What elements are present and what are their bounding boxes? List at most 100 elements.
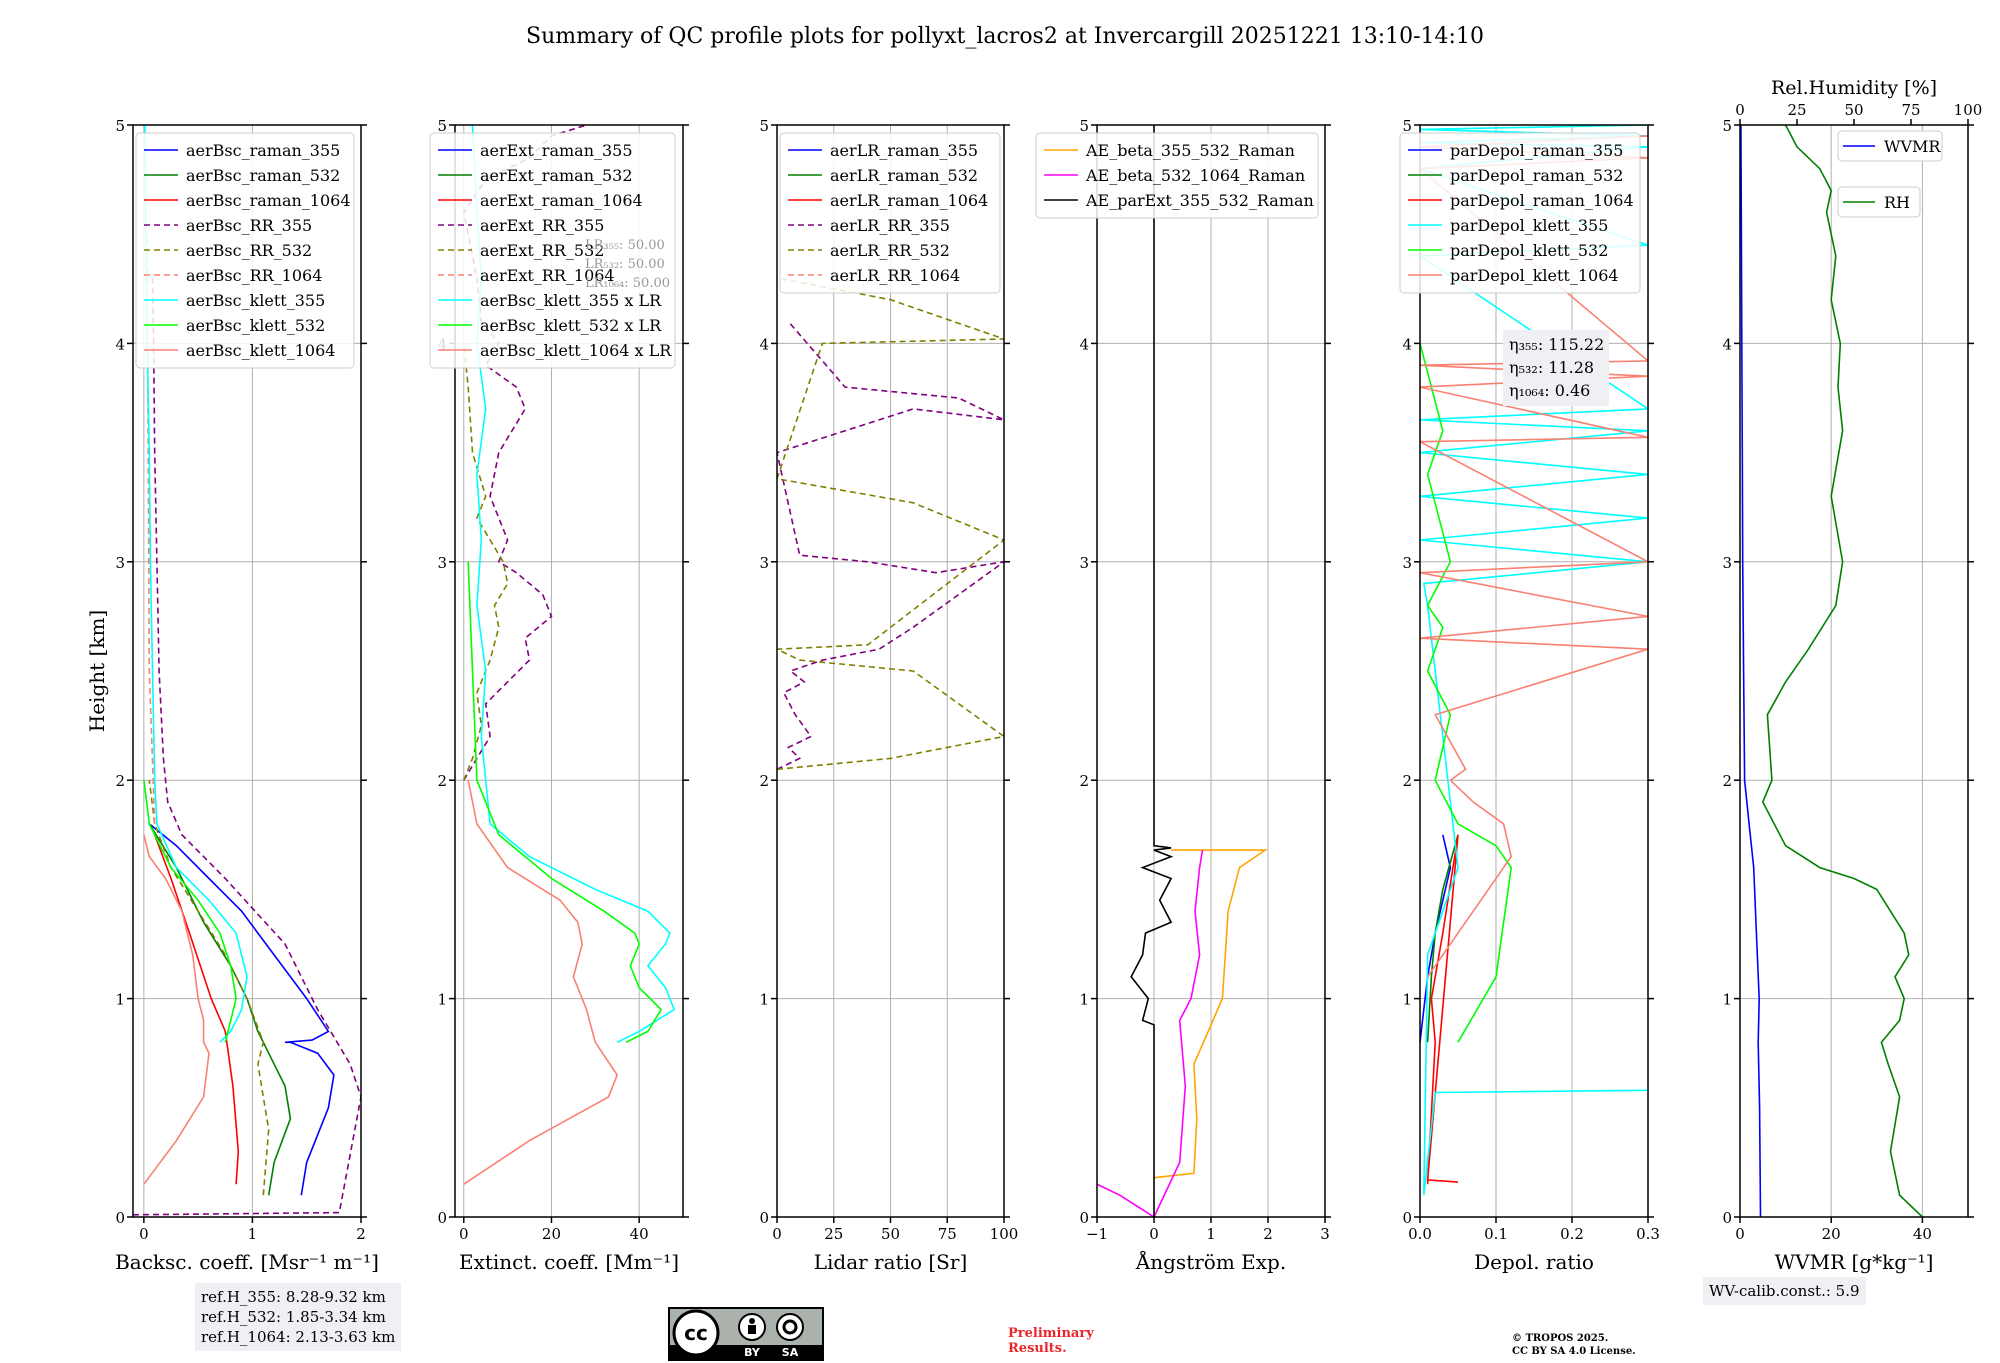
x-tick-label: 0 [459,1225,469,1243]
copyright-note: © TROPOS 2025. CC BY SA 4.0 License. [1512,1332,1636,1358]
legend-label: parDepol_klett_1064 [1450,266,1619,285]
legend-label: parDepol_raman_532 [1450,166,1623,185]
wv-calib-text: WV-calib.const.: 5.9 [1709,1282,1860,1300]
series-aerBsc_klett_532 [143,780,237,1043]
x-tick-label: 20 [1822,1225,1841,1243]
series-aerBsc_raman_355 [148,823,335,1196]
series-aerExt_RR_532 [463,343,509,781]
y-tick-label: 2 [759,772,769,790]
x-tick-label: 1 [1206,1225,1216,1243]
y-tick-label: 5 [437,117,447,135]
legend-label: AE_parExt_355_532_Raman [1085,191,1314,210]
plot-frame [776,124,1005,1218]
y-tick-label: 4 [759,335,769,353]
x-tick-label: 2 [356,1225,366,1243]
legend-ae: AE_beta_355_532_Raman AE_beta_532_1064_Ra… [1035,132,1319,219]
y-tick-label: 2 [1079,772,1089,790]
legend-label: aerBsc_raman_355 [186,141,340,160]
legend-label: aerExt_raman_1064 [480,191,643,210]
eta-box: η₃₅₅: 115.22 η₅₃₂: 11.28 η₁₀₆₄: 0.46 [1503,330,1609,406]
legend-label: aerBsc_raman_1064 [186,191,351,210]
y-tick-label: 1 [1402,991,1412,1009]
y-tick-label: 0 [115,1209,125,1227]
y-tick-label: 2 [1722,772,1732,790]
x2-tick-label: 0 [1735,101,1745,119]
series-aerBsc_raman_1064 [153,834,240,1185]
legend-label: aerExt_raman_355 [480,141,633,160]
x-tick-label: 0 [1149,1225,1159,1243]
legend-box [1837,186,1921,218]
legend-label: AE_beta_532_1064_Raman [1085,166,1305,185]
x-tick-label: 0 [139,1225,149,1243]
figure-canvas: Summary of QC profile plots for pollyxt_… [85,24,1982,1274]
cc-license-badge: cc BY SA [668,1307,824,1361]
x-axis-label: Depol. ratio [1474,1250,1594,1274]
x2-axis-label: Rel.Humidity [%] [1771,77,1937,99]
y-tick-label: 2 [437,772,447,790]
y-tick-label: 0 [437,1209,447,1227]
series-aerLR_RR_355 [777,321,1004,771]
preliminary-line-2: Results. [1008,1341,1067,1356]
legend-label: aerLR_RR_355 [830,216,950,235]
legend-label: aerBsc_RR_355 [186,216,312,235]
series-aerBsc_klett_1064 x LR [463,780,619,1185]
legend-label: aerExt_RR_532 [480,241,604,260]
legend-box [1399,132,1641,294]
y-tick-label: 5 [1079,117,1089,135]
lr-annotation: LR₁₀₆₄: 50.00 [585,276,670,291]
series-aerBsc_klett_1064 [143,834,210,1185]
x-axis-label: Backsc. coeff. [Msr⁻¹ m⁻¹] [115,1250,379,1274]
legend-label: parDepol_klett_355 [1450,216,1608,235]
lr-annotation: LR₃₅₅: 50.00 [585,238,665,253]
y-tick-label: 1 [1079,991,1089,1009]
copyright-line-1: © TROPOS 2025. [1512,1333,1609,1344]
legend-label: aerBsc_klett_355 x LR [480,291,662,310]
series-parDepol_klett_1064 [1420,135,1648,978]
sa-icon [776,1313,804,1341]
legend-label: aerBsc_klett_1064 [186,341,335,360]
y-tick-label: 3 [1402,554,1412,572]
y-tick-label: 5 [1722,117,1732,135]
legend-rh: RH [1837,186,1921,218]
eta-label: η₃₅₅: 115.22 [1509,335,1604,354]
y-tick-label: 3 [437,554,447,572]
series-aerBsc_klett_532 x LR [467,561,663,1044]
panel-dep: 0 1 2 3 4 5 0.0 0.1 0.2 0.3 Depol. ratio parDepol_r… [1399,117,1660,1274]
x-tick-label: 0.3 [1636,1225,1660,1243]
cc-sa-label: SA [782,1346,799,1359]
legend-box [135,132,355,369]
x-tick-label: 2 [1263,1225,1273,1243]
panel-ext: 01234502040Extinct. coeff. [Mm⁻¹]aerExt_… [429,117,689,1274]
series-aerExt_RR_355 [462,125,587,781]
x-tick-label: 25 [824,1225,843,1243]
cc-by-label: BY [744,1346,761,1359]
y-tick-label: 2 [1402,772,1412,790]
legend-box [1035,132,1319,219]
y-tick-label: 5 [1402,117,1412,135]
y-tick-label: 4 [1722,335,1732,353]
eta-label: η₁₀₆₄: 0.46 [1509,381,1590,400]
ref-heights-box: ref.H_355: 8.28-9.32 km ref.H_532: 1.85-… [195,1283,402,1351]
legend-label: aerExt_raman_532 [480,166,633,185]
x-tick-label: 0.0 [1408,1225,1432,1243]
legend-label: aerBsc_RR_532 [186,241,312,260]
y-tick-label: 2 [115,772,125,790]
y-tick-label: 1 [759,991,769,1009]
y-tick-label: 3 [1079,554,1089,572]
x-tick-label: 40 [630,1225,649,1243]
series-AE_beta_532_1064_Raman [1097,849,1204,1217]
series-WVMR [1740,125,1762,1217]
wv-calib-box: WV-calib.const.: 5.9 [1703,1277,1866,1305]
preliminary-line-1: Preliminary [1008,1326,1094,1341]
y-tick-label: 3 [115,554,125,572]
x2-tick-label: 75 [1901,101,1920,119]
y-tick-label: 1 [437,991,447,1009]
y-tick-label: 3 [1722,554,1732,572]
series-aerBsc_raman_532 [148,823,292,1196]
legend-lr: aerLR_raman_355 aerLR_raman_532 aerLR_rama… [779,132,1001,294]
legend-label: aerBsc_klett_1064 x LR [480,341,672,360]
y-tick-label: 4 [115,335,125,353]
legend-label: aerLR_raman_355 [830,141,978,160]
